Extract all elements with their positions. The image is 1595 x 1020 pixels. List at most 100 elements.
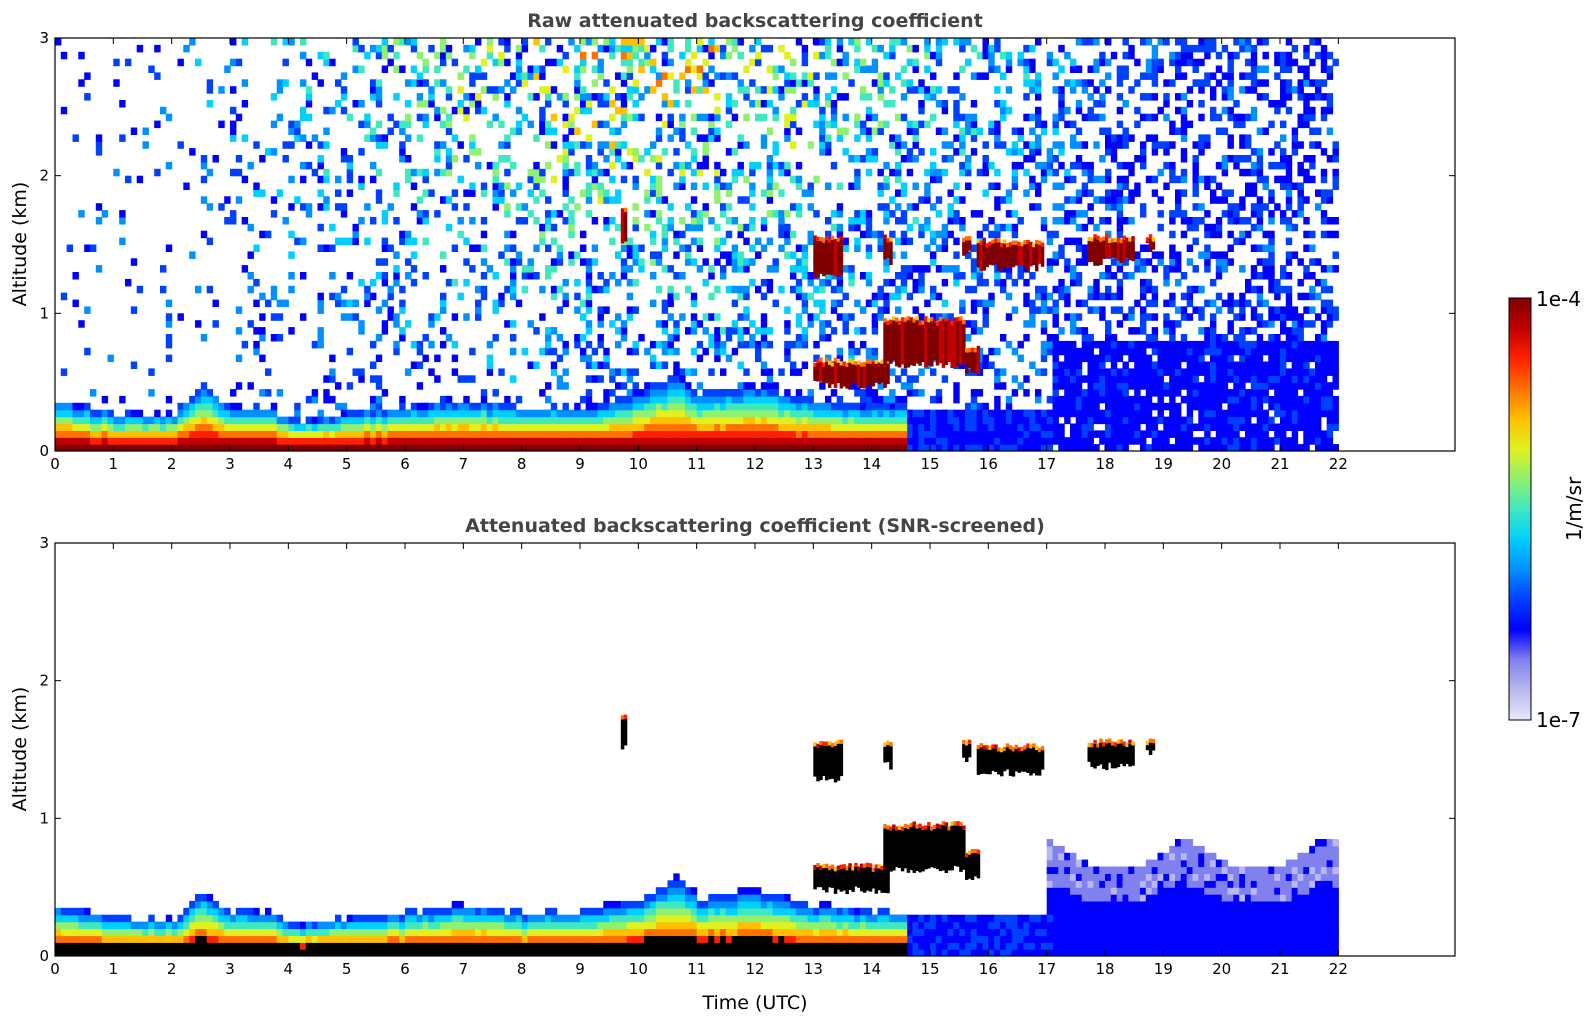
heatmap-cell	[1134, 368, 1141, 376]
heatmap-cell	[842, 113, 849, 122]
heatmap-cell	[95, 409, 103, 418]
heatmap-cell	[119, 210, 126, 218]
heatmap-cell	[1221, 340, 1229, 349]
heatmap-cell	[1262, 375, 1269, 383]
heatmap-cell	[1075, 389, 1083, 397]
heatmap-cell	[1175, 106, 1182, 115]
heatmap-cell	[1005, 189, 1013, 197]
heatmap-cell	[632, 148, 639, 156]
heatmap-cell	[1105, 134, 1112, 142]
heatmap-cell	[685, 203, 692, 211]
heatmap-cell	[813, 299, 820, 308]
heatmap-cell	[982, 51, 989, 60]
heatmap-cell	[1268, 306, 1275, 314]
heatmap-cell	[410, 203, 418, 211]
heatmap-cell	[1175, 382, 1182, 390]
heatmap-cell	[895, 38, 902, 46]
heatmap-cell	[673, 361, 680, 369]
heatmap-cell	[1227, 361, 1234, 369]
heatmap-cell	[1116, 93, 1124, 101]
heatmap-cell	[1087, 423, 1094, 431]
heatmap-cell	[965, 155, 972, 163]
heatmap-cell	[1250, 148, 1258, 156]
heatmap-cell	[906, 127, 914, 135]
heatmap-cell	[702, 278, 709, 287]
heatmap-cell	[1163, 382, 1170, 390]
heatmap-cell	[819, 148, 826, 156]
heatmap-cell	[1227, 93, 1234, 101]
heatmap-cell	[743, 113, 750, 122]
heatmap-cell	[1151, 347, 1159, 356]
heatmap-cell	[1035, 437, 1042, 445]
heatmap-cell	[1081, 299, 1089, 308]
heatmap-cell	[965, 120, 972, 129]
heatmap-cell	[241, 79, 249, 87]
heatmap-cell	[568, 113, 575, 122]
heatmap-cell	[1023, 299, 1030, 308]
heatmap-cell	[375, 168, 383, 177]
heatmap-cell	[609, 127, 616, 135]
heatmap-cell	[720, 44, 727, 53]
heatmap-cell	[889, 134, 896, 142]
heatmap-cell	[1297, 278, 1304, 287]
heatmap-cell	[807, 313, 814, 321]
heatmap-cell	[1128, 423, 1135, 431]
heatmap-cell	[1058, 148, 1065, 156]
heatmap-cell	[1145, 430, 1153, 438]
heatmap-cell	[230, 38, 237, 46]
heatmap-cell	[720, 237, 727, 246]
heatmap-cell	[970, 327, 978, 335]
heatmap-cell	[795, 100, 803, 108]
heatmap-cell	[632, 86, 639, 94]
heatmap-cell	[1280, 210, 1287, 218]
heatmap-cell	[1134, 265, 1141, 273]
heatmap-cell	[906, 416, 914, 425]
heatmap-cell	[918, 230, 925, 239]
heatmap-cell	[1320, 168, 1328, 177]
heatmap-cell	[562, 175, 569, 184]
heatmap-cell	[580, 347, 587, 356]
heatmap-cell	[766, 278, 774, 287]
heatmap-cell	[661, 347, 669, 356]
heatmap-cell	[1291, 182, 1299, 190]
heatmap-cell	[953, 120, 960, 129]
heatmap-cell	[1075, 106, 1083, 115]
heatmap-cell	[317, 306, 324, 314]
heatmap-cell	[1285, 237, 1293, 246]
heatmap-cell	[1274, 361, 1281, 369]
heatmap-cell	[1064, 51, 1071, 60]
heatmap-cell	[218, 203, 225, 211]
heatmap-cell	[1291, 306, 1299, 314]
heatmap-cell	[597, 306, 604, 314]
heatmap-cell	[568, 127, 575, 135]
heatmap-cell	[1303, 306, 1310, 314]
heatmap-cell	[708, 44, 715, 53]
heatmap-cell	[585, 100, 593, 108]
heatmap-cell	[941, 168, 949, 177]
heatmap-cell	[1250, 285, 1258, 294]
heatmap-cell	[1239, 340, 1246, 349]
heatmap-cell	[1256, 93, 1264, 101]
heatmap-cell	[1239, 306, 1246, 314]
heatmap-cell	[615, 278, 622, 287]
heatmap-cell	[1122, 38, 1129, 46]
heatmap-cell	[1280, 340, 1287, 349]
heatmap-cell	[1262, 423, 1269, 431]
heatmap-cell	[387, 113, 394, 122]
heatmap-cell	[521, 217, 529, 225]
heatmap-cell	[521, 203, 529, 211]
heatmap-cell	[364, 292, 371, 301]
heatmap-cell	[1245, 347, 1252, 356]
heatmap-cell	[1000, 285, 1007, 294]
heatmap-cell	[836, 182, 844, 190]
heatmap-cell	[1128, 306, 1135, 314]
heatmap-cell	[498, 155, 505, 163]
heatmap-cell	[918, 100, 925, 108]
heatmap-cell	[1239, 409, 1246, 418]
heatmap-cell	[912, 203, 919, 211]
heatmap-cell	[755, 237, 762, 246]
heatmap-cell	[1140, 340, 1147, 349]
heatmap-cell	[1087, 38, 1094, 46]
heatmap-cell	[1326, 265, 1334, 273]
heatmap-cell	[1250, 437, 1258, 445]
